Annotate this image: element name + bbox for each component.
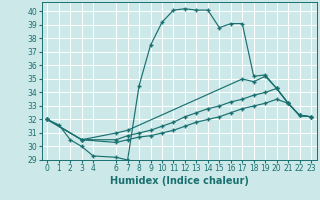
X-axis label: Humidex (Indice chaleur): Humidex (Indice chaleur): [110, 176, 249, 186]
